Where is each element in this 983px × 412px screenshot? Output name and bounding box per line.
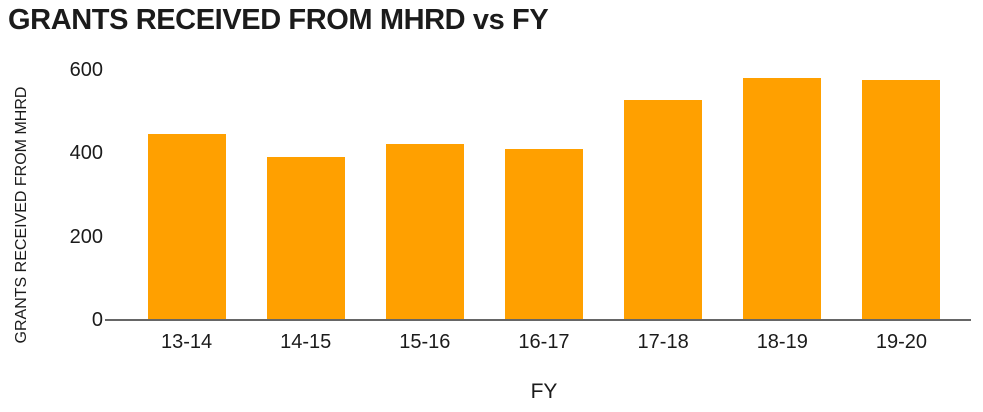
y-tick-label: 200 <box>69 225 103 248</box>
x-tick-label: 19-20 <box>875 331 927 353</box>
bar-19-20 <box>862 80 941 320</box>
x-tick-label: 17-18 <box>637 331 689 353</box>
bar-15-16 <box>385 143 464 320</box>
x-tick-label: 18-19 <box>756 331 808 353</box>
x-axis-label: FY <box>530 380 558 403</box>
x-tick-label: 13-14 <box>160 331 213 353</box>
x-tick-label: 15-16 <box>399 331 451 353</box>
x-tick-label: 16-17 <box>518 331 570 353</box>
bar-14-15 <box>266 156 345 320</box>
bar-18-19 <box>743 77 822 320</box>
chart-title: GRANTS RECEIVED FROM MHRD vs FY <box>8 4 549 36</box>
y-tick-label: 600 <box>69 59 103 81</box>
y-tick-label: 400 <box>69 142 103 165</box>
bar-13-14 <box>147 133 226 320</box>
y-tick-label: 0 <box>91 309 103 331</box>
bar-17-18 <box>624 100 703 320</box>
bar-16-17 <box>504 149 583 320</box>
x-tick-label: 14-15 <box>280 331 332 353</box>
y-axis-label: GRANTS RECEIVED FROM MHRD <box>13 86 30 344</box>
x-axis-line <box>105 319 971 321</box>
